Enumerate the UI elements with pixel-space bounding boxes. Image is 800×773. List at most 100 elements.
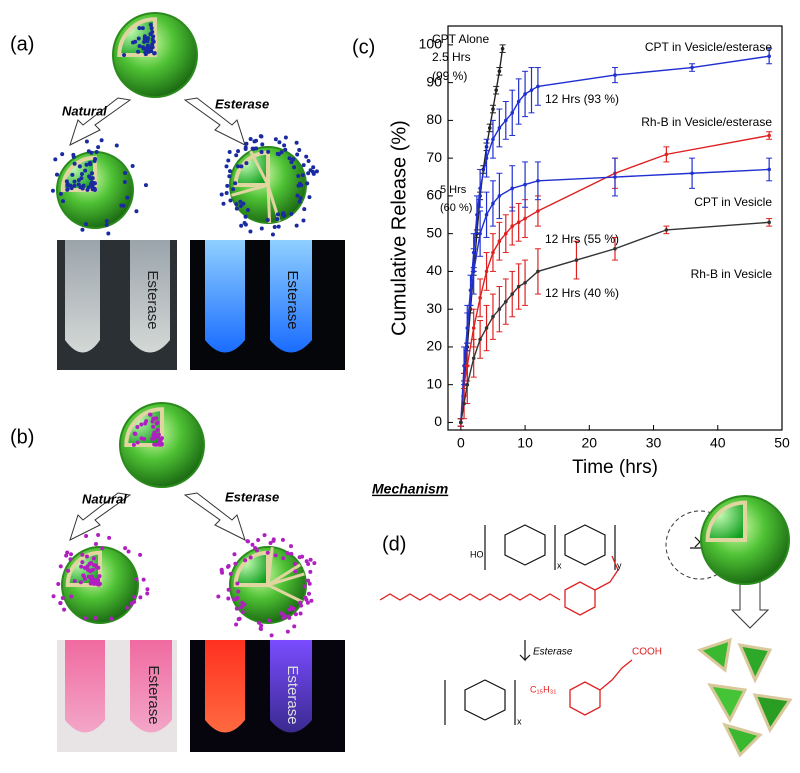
released-dot <box>293 612 298 617</box>
released-dot <box>228 571 233 576</box>
released-dot <box>259 149 264 154</box>
released-dot <box>285 629 290 634</box>
released-dot <box>259 226 264 231</box>
released-dot <box>84 139 89 144</box>
cargo-dot <box>76 182 81 187</box>
released-dot <box>93 616 98 621</box>
released-dot <box>308 569 313 574</box>
cargo-dot <box>86 574 91 579</box>
released-dot <box>240 600 245 605</box>
released-dot <box>60 596 65 601</box>
released-dot <box>299 183 304 188</box>
crack <box>267 572 305 587</box>
cargo-dot <box>149 45 154 50</box>
released-dot <box>225 183 230 188</box>
panel-label: (c) <box>352 36 375 58</box>
cargo-dot <box>154 421 159 426</box>
released-dot <box>65 550 70 555</box>
cargo-dot <box>91 556 96 561</box>
released-dot <box>141 577 146 582</box>
point <box>664 152 669 157</box>
released-dot <box>221 201 226 206</box>
released-dot <box>280 212 285 217</box>
tube <box>205 640 245 733</box>
tube <box>270 240 312 353</box>
released-dot <box>107 535 112 540</box>
released-dot <box>86 149 91 154</box>
point <box>516 220 521 225</box>
cargo-dot <box>152 442 157 447</box>
released-dot <box>235 581 240 586</box>
y-tick-label: 60 <box>426 187 442 203</box>
released-dot <box>50 188 55 193</box>
point <box>465 326 470 330</box>
cargo-dot <box>149 26 154 31</box>
crack <box>267 563 301 587</box>
point <box>523 216 527 221</box>
released-dot <box>233 181 238 186</box>
point <box>690 171 694 176</box>
y-axis-label: Cumulative Release (%) <box>388 120 410 336</box>
released-dot <box>84 222 89 227</box>
released-dot <box>254 548 259 553</box>
cargo-dot <box>76 178 81 183</box>
cargo-dot <box>155 427 160 432</box>
series-label: CPT in Vesicle <box>694 195 772 209</box>
released-dot <box>265 550 270 555</box>
released-dot <box>309 598 314 603</box>
point <box>536 269 540 274</box>
released-dot <box>312 561 317 566</box>
tube <box>65 240 100 353</box>
released-dot <box>228 169 233 174</box>
tube-label: Esterase <box>284 665 301 724</box>
released-dot <box>289 211 294 216</box>
arrow-label: Natural <box>62 103 107 118</box>
cargo-dot <box>141 46 146 51</box>
released-dot <box>99 138 104 143</box>
cargo-dot <box>148 412 153 417</box>
released-dot <box>233 561 238 566</box>
released-dot <box>243 214 248 219</box>
released-dot <box>61 199 66 204</box>
crack <box>267 583 303 604</box>
chem-label: COOH <box>632 647 662 658</box>
released-dot <box>80 552 85 557</box>
released-dot <box>238 204 243 209</box>
panel-label: (a) <box>10 33 34 55</box>
y-tick-label: 30 <box>426 300 442 316</box>
released-dot <box>239 604 244 609</box>
released-dot <box>234 153 239 158</box>
released-dot <box>62 607 67 612</box>
tube <box>205 240 245 353</box>
cargo-dot <box>97 582 102 587</box>
chem-label: x <box>517 716 522 726</box>
point <box>497 69 502 74</box>
cargo-dot <box>92 186 97 191</box>
y-tick-label: 10 <box>426 375 442 391</box>
released-dot <box>260 142 265 147</box>
cargo-dot <box>91 567 96 572</box>
point <box>462 364 466 368</box>
released-dot <box>80 227 85 232</box>
released-dot <box>134 209 139 214</box>
cargo-dot <box>81 573 86 578</box>
released-dot <box>236 149 241 154</box>
released-dot <box>308 168 313 173</box>
released-dot <box>243 558 248 563</box>
released-dot <box>297 555 302 560</box>
lipid-tail <box>379 555 633 716</box>
cargo-dot <box>64 179 69 184</box>
released-dot <box>51 594 56 599</box>
released-dot <box>256 537 261 542</box>
cargo-dot <box>143 38 148 43</box>
released-dot <box>267 618 272 623</box>
released-dot <box>306 591 311 596</box>
cargo-dot <box>88 581 93 586</box>
cargo-dot <box>145 43 150 48</box>
released-dot <box>226 158 231 163</box>
cargo-dot <box>145 47 150 52</box>
released-dot <box>273 553 278 558</box>
point <box>690 65 694 70</box>
polymer-structure <box>444 524 720 725</box>
released-dot <box>294 140 299 145</box>
